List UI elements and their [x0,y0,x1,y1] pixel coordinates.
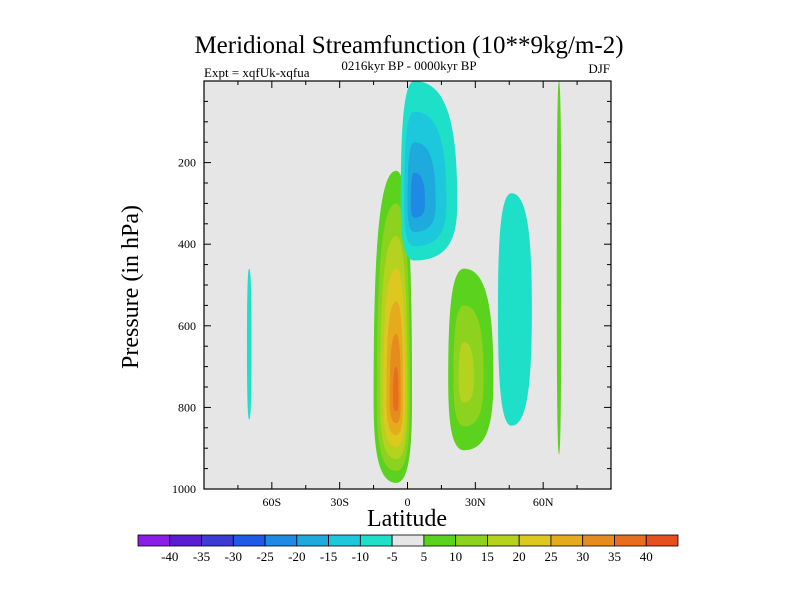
contour-cell-upper-negative-cell [400,81,458,261]
colorbar-label: 40 [640,549,653,564]
colorbar-swatch [423,534,457,547]
colorbar-label: -5 [387,549,398,564]
contour-cell-nh-positive-cell [448,268,494,451]
colorbar-label: 30 [576,549,589,564]
y-tick-label: 200 [178,156,196,170]
colorbar-swatch [169,534,202,547]
contour-band [497,193,532,426]
y-tick-label: 800 [178,400,196,414]
experiment-label: Expt = xqfUk-xqfua [204,65,310,80]
colorbar-swatch [359,534,393,547]
colorbar-swatch [328,534,361,547]
colorbar-swatch [550,534,584,547]
colorbar-label: 35 [608,549,621,564]
colorbar-label: -20 [288,549,305,564]
colorbar-label: 25 [544,549,557,564]
x-tick-label: 30N [465,495,486,509]
colorbar-swatch [487,534,520,547]
colorbar-label: 10 [449,549,462,564]
contour-band [556,81,562,455]
season-label: DJF [588,61,610,76]
colorbar-label: -25 [256,549,273,564]
colorbar-label: -40 [161,549,178,564]
contour-band [410,172,426,218]
contour-cell-sh-negative-strip [246,268,252,420]
colorbar-label: 20 [513,549,526,564]
y-tick-label: 600 [178,319,196,333]
axes: 60S 30S 0 30N 60N 200 400 600 800 1000 [172,80,612,509]
contour-band [458,342,474,403]
y-axis-label: Pressure (in hPa) [118,205,144,369]
y-tick-label: 400 [178,237,196,251]
plot-area [204,81,611,489]
colorbar-swatch [518,534,552,547]
chart-title: Meridional Streamfunction (10**9kg/m-2) [194,32,623,59]
x-tick-label: 30S [330,495,349,509]
colorbar-swatch [137,534,171,547]
x-tick-label: 60S [262,495,281,509]
colorbar-label: -30 [225,549,242,564]
colorbar-swatch [201,534,234,547]
colorbar-swatch [582,534,615,547]
x-tick-label: 60N [533,495,554,509]
contour-cell-nh-positive-strip [556,81,562,455]
colorbar-swatch [391,534,425,547]
contour-cell-nh-negative-cell [497,193,532,426]
colorbar: -40 -35 -30 -25 -20 -15 -10 -5 5 10 15 20 25 30 35 40 [137,534,679,564]
period-label: 0216kyr BP - 0000kyr BP [341,58,476,73]
colorbar-swatch [645,534,679,547]
contour-cell-equatorial-positive-cell [373,170,413,483]
colorbar-label: 5 [421,549,428,564]
contour-band [392,366,399,412]
x-tick-label: 0 [405,495,411,509]
colorbar-swatch [296,534,329,547]
colorbar-swatch [232,534,266,547]
colorbar-label: -35 [193,549,210,564]
colorbar-swatch [614,534,647,547]
colorbar-label: 15 [481,549,494,564]
x-axis-label: Latitude [367,506,447,532]
colorbar-swatch [264,534,298,547]
colorbar-label: -15 [320,549,337,564]
colorbar-label: -10 [352,549,369,564]
y-tick-label: 1000 [172,482,196,496]
colorbar-swatch [455,534,488,547]
contour-band [246,268,252,420]
